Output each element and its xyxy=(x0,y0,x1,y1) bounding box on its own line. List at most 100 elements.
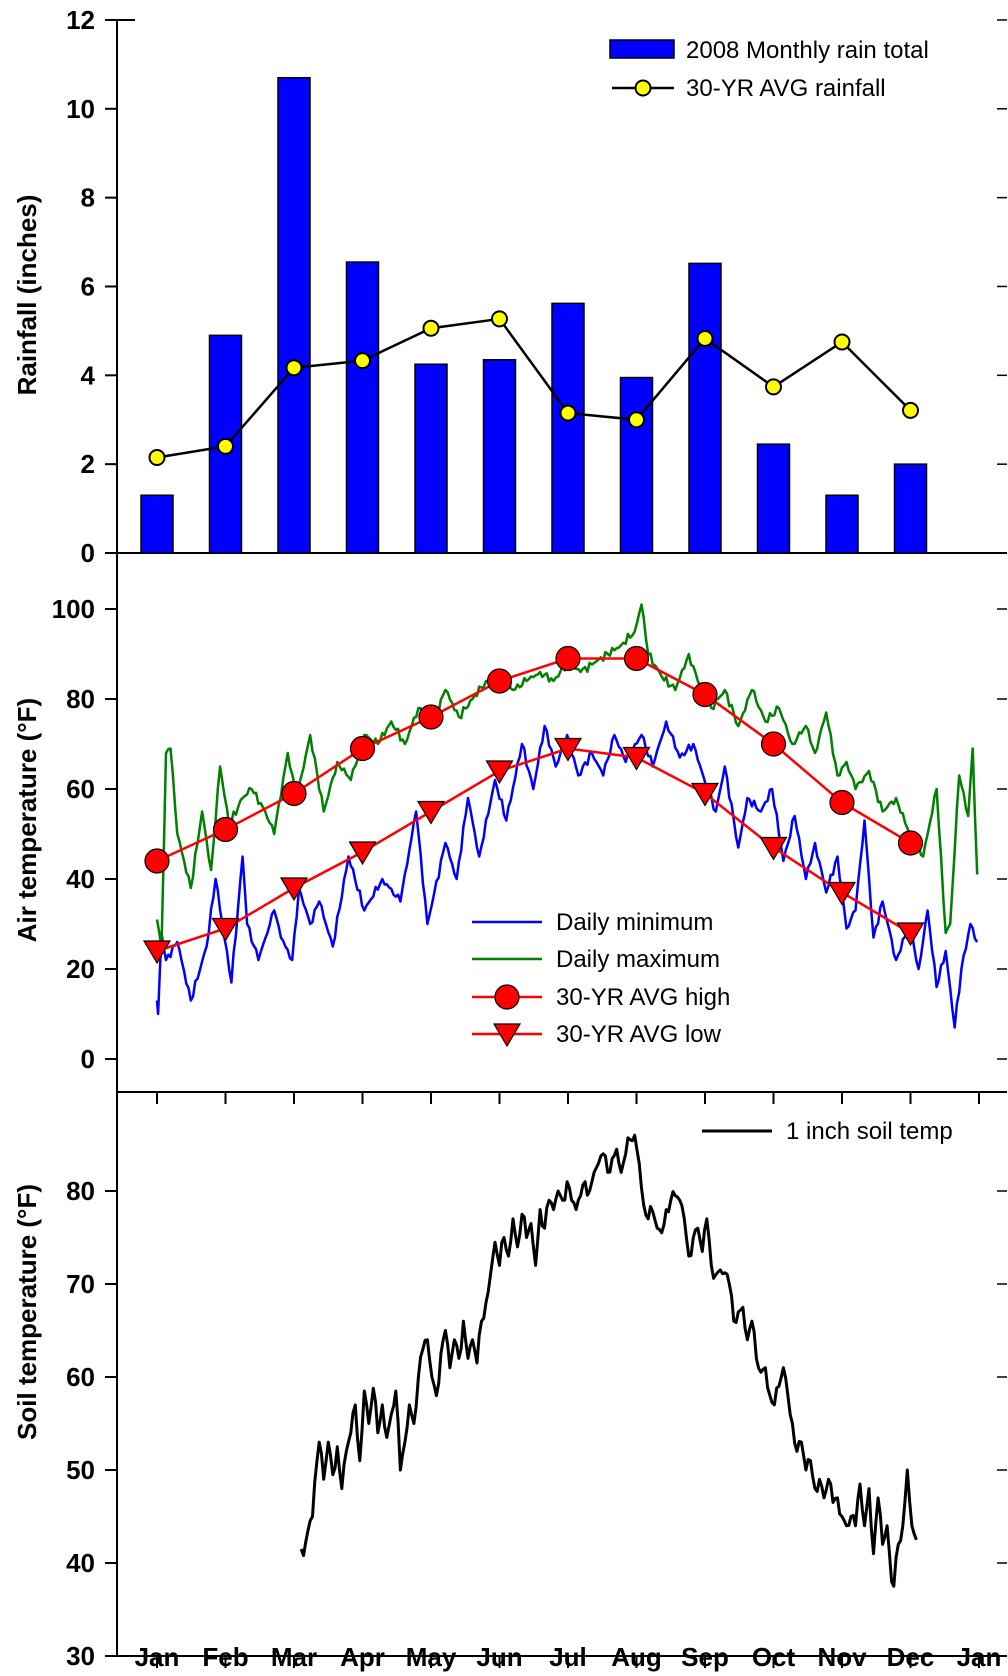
air-temperature-axis-title: Air temperature (°F) xyxy=(12,698,42,942)
y-tick-label: 100 xyxy=(52,594,95,624)
avg-low-marker xyxy=(759,836,788,861)
month-label: Jan xyxy=(957,1642,1002,1672)
rain-bar xyxy=(414,363,448,554)
month-label: Oct xyxy=(752,1642,796,1672)
avg-low-marker xyxy=(896,922,925,947)
month-label: Aug xyxy=(611,1642,662,1672)
legend-marker-avg-low xyxy=(492,1023,522,1048)
avg-low-marker xyxy=(211,917,240,942)
legend-label-daily-min: Daily minimum xyxy=(556,909,713,936)
month-label: Sep xyxy=(681,1642,729,1672)
avg-rainfall-marker xyxy=(491,310,508,328)
avg-rainfall-marker xyxy=(902,401,919,419)
y-tick-label: 0 xyxy=(81,1044,95,1074)
legend-label-avg-rainfall: 30-YR AVG rainfall xyxy=(686,75,886,102)
avg-high-marker xyxy=(281,780,307,807)
avg-rainfall-marker xyxy=(765,378,782,396)
month-label: Dec xyxy=(887,1642,935,1672)
legend-marker-avg-rainfall xyxy=(634,79,652,97)
y-tick-label: 10 xyxy=(66,94,95,124)
rain-bar xyxy=(688,262,722,554)
soil-temp-line xyxy=(299,1133,918,1588)
avg-high-marker xyxy=(692,681,718,708)
rain-bar xyxy=(277,76,311,554)
month-label: Mar xyxy=(271,1642,317,1672)
avg-high-marker xyxy=(349,735,376,762)
avg-rainfall-marker xyxy=(148,448,166,466)
y-tick-label: 60 xyxy=(66,774,95,804)
rain-bar xyxy=(619,376,654,554)
rain-bar xyxy=(893,463,928,554)
avg-rainfall-marker xyxy=(628,411,645,429)
y-tick-label: 40 xyxy=(66,1548,95,1578)
avg-high-marker xyxy=(897,830,924,856)
legend-label-soil-temp: 1 inch soil temp xyxy=(786,1118,953,1145)
avg-low-marker xyxy=(553,737,583,762)
y-tick-label: 80 xyxy=(66,1176,95,1206)
month-label: May xyxy=(406,1642,457,1672)
y-tick-label: 12 xyxy=(66,5,95,35)
avg-high-marker xyxy=(486,668,513,694)
legend-label-monthly-rain: 2008 Monthly rain total xyxy=(686,37,929,64)
avg-high-marker xyxy=(623,645,650,672)
avg-high-line xyxy=(156,657,912,863)
rainfall-panel: 0 2 4 6 8 10 12 xyxy=(66,5,1007,568)
avg-high-marker xyxy=(418,704,444,730)
y-tick-label: 20 xyxy=(66,954,95,984)
y-tick-label: 60 xyxy=(66,1362,95,1392)
daily-minimum-line xyxy=(155,720,979,1029)
legend-label-avg-low: 30-YR AVG low xyxy=(556,1021,722,1048)
y-tick-label: 0 xyxy=(81,538,95,568)
avg-low-marker xyxy=(622,746,651,771)
month-axis-labels: Jan Feb Mar Apr May Jun Jul Aug Sep Oct Nov Dec Jan xyxy=(135,1642,1002,1672)
rain-bar xyxy=(756,443,791,554)
avg-low-marker xyxy=(348,841,377,866)
y-tick-label: 8 xyxy=(81,183,95,213)
avg-low-marker xyxy=(690,782,720,807)
rainfall-axis-title: Rainfall (inches) xyxy=(12,195,42,396)
legend-label-avg-high: 30-YR AVG high xyxy=(556,984,730,1011)
avg-rainfall-marker xyxy=(696,329,714,347)
avg-high-marker xyxy=(829,789,855,816)
y-tick-label: 70 xyxy=(66,1269,95,1299)
legend-label-daily-max: Daily maximum xyxy=(556,946,720,973)
month-label: Jul xyxy=(549,1642,587,1672)
avg-rainfall-marker xyxy=(354,352,371,370)
avg-rainfall-marker xyxy=(422,319,440,337)
avg-high-marker xyxy=(212,816,239,843)
avg-high-marker xyxy=(555,645,581,672)
avg-rainfall-marker xyxy=(833,333,851,351)
avg-rainfall-marker xyxy=(285,359,303,377)
avg-rainfall-line xyxy=(156,317,912,459)
avg-low-marker xyxy=(827,881,857,906)
y-tick-label: 80 xyxy=(66,684,95,714)
avg-low-marker xyxy=(142,940,172,965)
month-label: Feb xyxy=(202,1642,248,1672)
month-label: Jun xyxy=(476,1642,522,1672)
avg-high-marker xyxy=(144,848,170,874)
legend-swatch-monthly-rain xyxy=(609,39,675,59)
y-tick-label: 6 xyxy=(81,271,95,301)
avg-low-marker xyxy=(485,760,514,785)
y-tick-label: 2 xyxy=(81,449,95,479)
avg-low-line xyxy=(156,747,912,953)
rainfall-legend: 2008 Monthly rain total 30-YR AVG rainfa… xyxy=(609,37,929,102)
y-tick-label: 4 xyxy=(81,360,96,390)
air-temperature-legend: Daily minimum Daily maximum 30-YR AVG hi… xyxy=(472,909,730,1048)
avg-low-marker xyxy=(416,800,446,825)
rain-bar xyxy=(345,261,380,554)
month-label: Jan xyxy=(135,1642,180,1672)
month-label: Nov xyxy=(817,1642,867,1672)
avg-rainfall-marker xyxy=(217,437,234,455)
rain-bar xyxy=(140,494,174,554)
y-tick-label: 40 xyxy=(66,864,95,894)
air-temperature-panel: 0 20 40 60 80 100 xyxy=(52,553,1007,1104)
y-tick-label: 50 xyxy=(66,1455,95,1485)
legend-marker-avg-high xyxy=(494,984,520,1010)
avg-rainfall-marker xyxy=(559,404,577,422)
soil-temperature-axis-title: Soil temperature (°F) xyxy=(12,1184,42,1440)
month-label: Apr xyxy=(340,1642,385,1672)
rain-bar xyxy=(825,494,859,554)
rain-bar xyxy=(551,302,585,554)
